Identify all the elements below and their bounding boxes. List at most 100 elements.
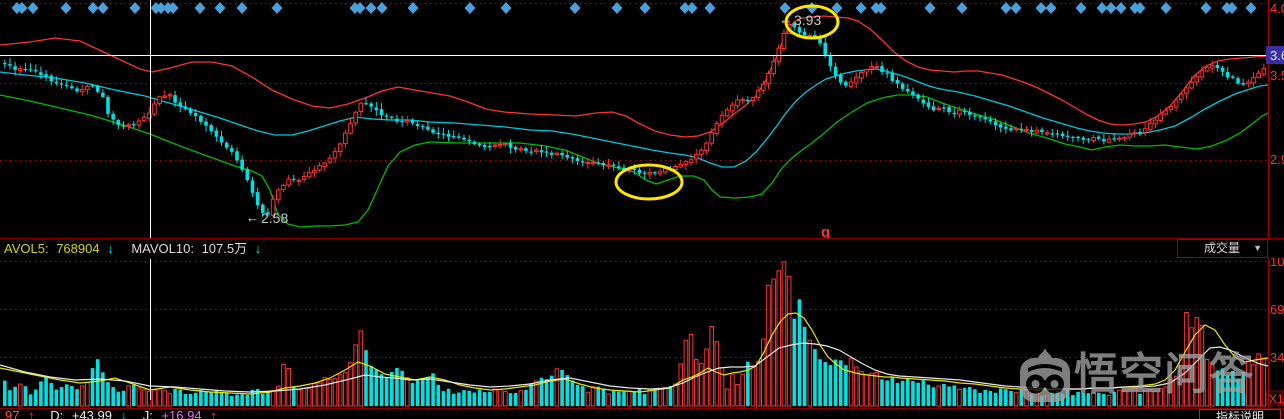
volume-bar (462, 390, 466, 406)
volume-bar (44, 377, 48, 406)
candle-body (13, 66, 17, 70)
signal-diamond-icon (686, 2, 698, 14)
volume-bars (3, 261, 1267, 407)
volume-bar (983, 389, 987, 406)
volume-bar (126, 385, 131, 407)
volume-indicator-selector[interactable]: 成交量 ▼ (1177, 239, 1268, 258)
volume-bar (771, 278, 776, 407)
candle-body (828, 55, 833, 67)
candle-body (544, 151, 549, 153)
volume-bar (275, 385, 281, 407)
candle-body (931, 106, 936, 111)
volume-bar (1076, 391, 1080, 406)
indicator-help-button[interactable]: 指标说明 (1199, 409, 1281, 419)
candle-body (1050, 133, 1055, 135)
signal-diamond-icon (956, 2, 968, 14)
candle-body (1106, 138, 1112, 143)
candle-body (864, 69, 869, 73)
candle-body (317, 165, 322, 171)
vol-ma10-line (0, 342, 1269, 393)
volume-bar (1065, 389, 1070, 406)
k-up-arrow-icon: ↑ (28, 408, 35, 419)
signal-diamond-icon (1160, 2, 1172, 14)
signal-diamond-icon (354, 2, 366, 14)
volume-bar (952, 385, 957, 406)
volume-bar (79, 385, 85, 407)
volume-bar (358, 330, 364, 407)
candle-body (126, 124, 131, 127)
volume-bar (1256, 353, 1261, 407)
j-label: J: (142, 408, 153, 419)
volume-bar (560, 369, 564, 406)
volume-bar (1220, 368, 1225, 406)
volume-bar (699, 363, 704, 407)
candle-body (746, 99, 750, 102)
candle-body (1044, 132, 1050, 135)
candle-body (921, 99, 926, 104)
candle-body (1132, 131, 1138, 134)
candle-body (570, 157, 575, 159)
volume-bar (488, 391, 492, 406)
volume-bar (1019, 389, 1024, 406)
volume-bar (296, 389, 302, 407)
candle-body (513, 146, 518, 150)
volume-bar (1013, 392, 1019, 407)
candle-body (906, 88, 910, 92)
volume-bar (261, 393, 265, 406)
volume-bar (993, 392, 998, 406)
candle-body (446, 133, 451, 137)
volume-bar (457, 392, 461, 406)
volume-bar (322, 377, 328, 407)
candle-body (585, 161, 591, 165)
signal-diamond-icon (855, 2, 867, 14)
volume-bar (379, 374, 384, 406)
candle-body (410, 119, 415, 124)
volume-bar (662, 386, 668, 407)
candle-body (1138, 131, 1142, 134)
candle-body (49, 75, 54, 82)
candle-body (1117, 137, 1122, 140)
candle-body (1081, 137, 1086, 140)
signal-diamond-icon (1245, 2, 1257, 14)
volume-bar (859, 371, 864, 407)
d-label: D: (50, 408, 64, 419)
volume-bar (33, 389, 38, 406)
volume-bar (1204, 359, 1210, 407)
candle-body (1241, 83, 1245, 85)
volume-bar (632, 391, 637, 406)
moving-average-lines (0, 15, 1269, 228)
chevron-down-icon[interactable]: ▼ (1253, 243, 1262, 253)
volume-bar (162, 390, 168, 407)
signal-diamond-icon (1035, 2, 1047, 14)
candle-body (1251, 77, 1256, 84)
volume-bar (626, 390, 632, 407)
volume-bar (101, 372, 105, 406)
volume-bar (864, 374, 869, 407)
candle-body (101, 92, 105, 97)
candle-body (1102, 138, 1106, 142)
signal-diamond-icon (271, 2, 283, 14)
volume-bar (622, 391, 626, 406)
axis-label: 3.6 (1270, 48, 1284, 63)
candle-body (178, 102, 183, 107)
volume-bar (1117, 389, 1122, 407)
volume-bar (688, 334, 694, 407)
volume-bar (1009, 391, 1013, 406)
volume-bar (911, 381, 915, 406)
volume-bar (874, 371, 880, 407)
volume-bar (1127, 388, 1132, 407)
volume-bar (270, 389, 276, 407)
volume-bar (337, 374, 343, 407)
volume-bar (880, 379, 884, 406)
candle-body (724, 109, 730, 117)
candle-body (874, 65, 880, 69)
candle-body (106, 96, 110, 114)
volume-bar (853, 366, 859, 407)
signal-diamond-icon (16, 2, 28, 14)
volume-bar (59, 387, 64, 406)
candle-body (719, 114, 725, 124)
candle-body (141, 116, 147, 121)
ma-line-mid (0, 68, 1269, 168)
volume-bar (755, 361, 761, 407)
candle-body (1173, 99, 1179, 108)
